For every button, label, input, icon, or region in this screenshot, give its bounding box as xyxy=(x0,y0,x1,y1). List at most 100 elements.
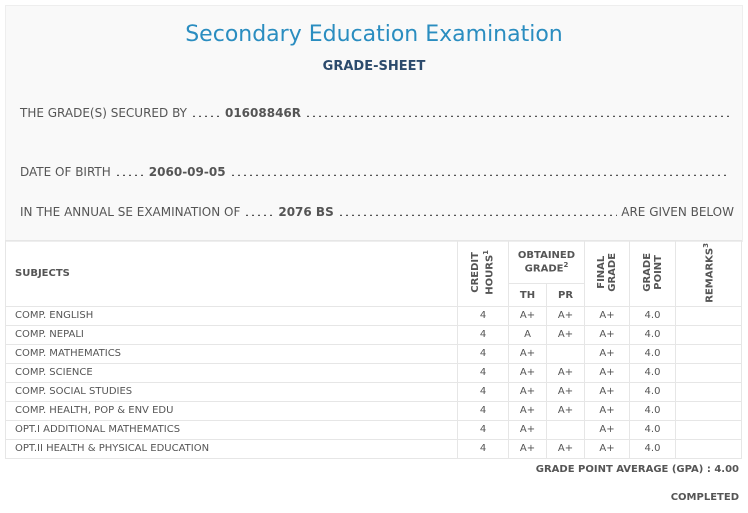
col-header: TH xyxy=(508,283,547,307)
remarks-cell xyxy=(675,362,742,383)
table-cell: OPT.II HEALTH & PHYSICAL EDUCATION xyxy=(5,438,458,459)
table-cell: OPT.I ADDITIONAL MATHEMATICS xyxy=(5,419,458,440)
gpa-label: GRADE POINT AVERAGE (GPA) : xyxy=(535,464,711,475)
table-cell: 4.0 xyxy=(629,381,676,402)
col-header: OBTAINED GRADE2 xyxy=(508,239,585,285)
remarks-cell xyxy=(675,438,742,459)
table-row: COMP. ENGLISH 4 A+ A+ A+ 4.0 xyxy=(5,305,742,326)
table-cell: 4.0 xyxy=(629,419,676,440)
header-panel: Secondary Education Examination GRADE-SH… xyxy=(5,5,743,242)
table-cell: A+ xyxy=(508,419,547,440)
col-header: CREDIT HOURS1 xyxy=(457,240,509,307)
table-cell: 4 xyxy=(457,305,509,326)
table-cell: A+ xyxy=(508,400,547,421)
col-text: OBTAINED GRADE xyxy=(517,250,576,275)
table-cell: A+ xyxy=(546,400,585,421)
col-header: PR xyxy=(546,283,585,307)
field-suffix: ARE GIVEN BELOW xyxy=(621,205,734,219)
subtitle: GRADE-SHEET xyxy=(322,59,426,74)
table-cell: A+ xyxy=(508,438,547,459)
table-row: COMP. SOCIAL STUDIES 4 A+ A+ A+ 4.0 xyxy=(5,381,742,402)
table-row: COMP. HEALTH, POP & ENV EDU 4 A+ A+ A+ 4.0 xyxy=(5,400,742,421)
table-row: COMP. MATHEMATICS 4 A+ A+ 4.0 xyxy=(5,343,742,364)
field: DATE OF BIRTH 2060-09-05 xyxy=(20,165,734,179)
table-cell: COMP. SOCIAL STUDIES xyxy=(5,381,458,402)
table-cell: 4 xyxy=(457,381,509,402)
table-cell: A+ xyxy=(508,343,547,364)
table-cell: 4.0 xyxy=(629,400,676,421)
table-cell: 4.0 xyxy=(629,305,676,326)
col-header: SUBJECTS xyxy=(5,240,458,307)
table-cell: A+ xyxy=(584,324,630,345)
field-value: 2076 BS xyxy=(278,205,334,219)
table-cell: COMP. NEPALI xyxy=(5,324,458,345)
table-cell: 4 xyxy=(457,343,509,364)
table-cell: 4 xyxy=(457,362,509,383)
remarks-cell xyxy=(675,305,742,326)
table-cell: A+ xyxy=(508,362,547,383)
col-header: REMARKS3 xyxy=(675,240,742,307)
table-row: OPT.I ADDITIONAL MATHEMATICS 4 A+ A+ 4.0 xyxy=(5,419,742,440)
remarks-cell xyxy=(675,381,742,402)
field: IN THE ANNUAL SE EXAMINATION OF 2076 BS … xyxy=(20,205,734,219)
table-cell: 4 xyxy=(457,324,509,345)
field-label: IN THE ANNUAL SE EXAMINATION OF xyxy=(20,205,241,219)
table-cell: A+ xyxy=(546,305,585,326)
field: THE GRADE(S) SECURED BY 01608846R xyxy=(20,106,734,120)
table-cell: A+ xyxy=(584,400,630,421)
remarks-cell xyxy=(675,343,742,364)
title: Secondary Education Examination xyxy=(185,22,563,47)
table-cell: A+ xyxy=(508,381,547,402)
col-text: GRADE POINT xyxy=(641,252,664,292)
field-value: 01608846R xyxy=(224,106,302,120)
table-cell: A+ xyxy=(584,305,630,326)
table-cell: 4.0 xyxy=(629,324,676,345)
table-cell: A+ xyxy=(546,438,585,459)
table-cell: 4.0 xyxy=(629,362,676,383)
table-cell xyxy=(546,343,585,364)
table-row: COMP. NEPALI 4 A A+ A+ 4.0 xyxy=(5,324,742,345)
table-cell: A+ xyxy=(546,381,585,402)
table-cell: A+ xyxy=(508,305,547,326)
table-cell xyxy=(546,419,585,440)
table-cell: A+ xyxy=(584,343,630,364)
table-cell: A+ xyxy=(584,419,630,440)
note: 1 xyxy=(482,249,491,255)
field-label: DATE OF BIRTH xyxy=(20,165,111,179)
col-text: FINAL GRADE xyxy=(596,252,618,292)
col-header: FINAL GRADE xyxy=(584,240,630,307)
gpa-value: 4.00 xyxy=(714,464,739,475)
col-text: REMARKS xyxy=(704,247,716,303)
table-cell: 4 xyxy=(457,400,509,421)
note: 3 xyxy=(702,243,711,248)
table-cell: A+ xyxy=(546,324,585,345)
remarks-cell xyxy=(675,419,742,440)
table-cell: 4 xyxy=(457,438,509,459)
table-row: COMP. SCIENCE 4 A+ A+ A+ 4.0 xyxy=(5,362,742,383)
field-label: THE GRADE(S) SECURED BY xyxy=(20,106,187,120)
table-body: COMP. ENGLISH 4 A+ A+ A+ 4.0 COMP. NEPALI 4 A A+ A… xyxy=(5,305,742,459)
col-header: GRADE POINT xyxy=(629,240,676,307)
table-cell: A+ xyxy=(584,362,630,383)
remarks-cell xyxy=(675,400,742,421)
table-cell: A+ xyxy=(584,438,630,459)
table-cell: COMP. MATHEMATICS xyxy=(5,343,458,364)
table-cell: A+ xyxy=(546,362,585,383)
status: COMPLETED xyxy=(670,492,739,503)
field-value: 2060-09-05 xyxy=(148,165,226,179)
note: 2 xyxy=(563,261,569,270)
table-cell: 4.0 xyxy=(629,343,676,364)
table-cell: COMP. HEALTH, POP & ENV EDU xyxy=(5,400,458,421)
col-text: CREDIT HOURS xyxy=(470,251,496,295)
gpa: GRADE POINT AVERAGE (GPA) : 4.00 xyxy=(536,464,739,475)
table-cell: 4 xyxy=(457,419,509,440)
table-cell: COMP. ENGLISH xyxy=(5,305,458,326)
table-cell: A xyxy=(508,324,547,345)
remarks-cell xyxy=(675,324,742,345)
grade-table: SUBJECTS CREDIT HOURS1 OBTAINED GRADE2 F… xyxy=(5,239,742,459)
table-cell: COMP. SCIENCE xyxy=(5,362,458,383)
table-cell: A+ xyxy=(584,381,630,402)
table-cell: 4.0 xyxy=(629,438,676,459)
table-row: OPT.II HEALTH & PHYSICAL EDUCATION 4 A+ A+ A… xyxy=(5,438,742,459)
